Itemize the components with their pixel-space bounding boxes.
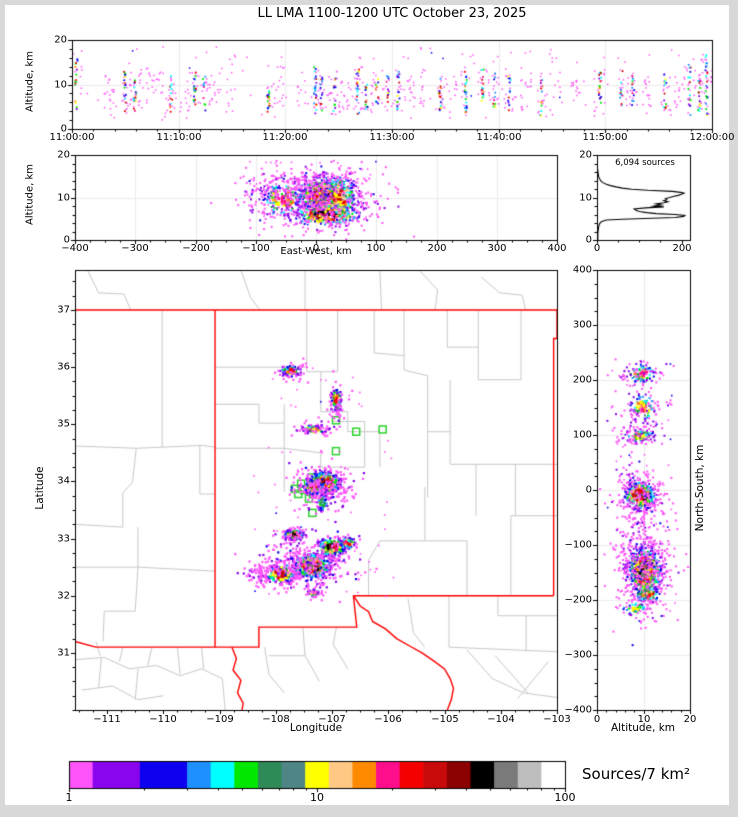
tick-label: 20 (683, 714, 697, 725)
tick-label: 200 (572, 374, 592, 386)
tick-label: −110 (149, 714, 177, 725)
tick-label: 20 (579, 149, 592, 161)
tick-label: 10 (637, 714, 651, 725)
ew-panel-xlabel: East-West, km (280, 246, 352, 257)
tick-label: 20 (57, 149, 70, 161)
tick-label: −107 (318, 714, 346, 725)
tick-label: 1 (65, 791, 73, 804)
tick-label: −111 (93, 714, 121, 725)
tick-label: −300 (121, 243, 149, 254)
tick-label: −100 (242, 243, 270, 254)
tick-label: −200 (182, 243, 210, 254)
tick-label: 20 (54, 34, 67, 46)
sources-count-annotation: 6,094 sources (615, 158, 675, 168)
window-frame-left (0, 0, 5, 817)
tick-label: −100 (564, 539, 592, 551)
tick-label: 0 (312, 243, 320, 254)
tick-label: 100 (572, 429, 592, 441)
tick-label: 200 (427, 243, 447, 254)
tick-label: 10 (57, 192, 70, 204)
tick-label: 0 (60, 123, 67, 135)
tick-label: 0 (585, 484, 592, 496)
window-frame-bottom (0, 805, 738, 817)
tick-label: 37 (57, 304, 70, 316)
tick-label: −300 (564, 649, 592, 661)
tick-label: 10 (54, 79, 67, 91)
tick-label: 11:00:00 (49, 132, 95, 143)
tick-label: 0 (593, 714, 601, 725)
tick-label: 34 (57, 475, 70, 487)
window-frame-top (0, 0, 738, 5)
tick-label: 11:20:00 (262, 132, 308, 143)
tick-label: 32 (57, 590, 70, 602)
tick-label: 0 (593, 243, 601, 254)
tick-label: −104 (487, 714, 515, 725)
tick-label: 400 (547, 243, 567, 254)
tick-label: 35 (57, 418, 70, 430)
tick-label: 11:10:00 (156, 132, 202, 143)
ns-panel-xlabel: Altitude, km (610, 722, 675, 734)
tick-label: 36 (57, 361, 70, 373)
tick-label: 0 (63, 234, 70, 246)
tick-label: −400 (61, 243, 89, 254)
tick-label: 0 (585, 234, 592, 246)
tick-label: −108 (262, 714, 290, 725)
tick-label: −103 (543, 714, 571, 725)
tick-label: 300 (572, 319, 592, 331)
tick-label: −106 (374, 714, 402, 725)
window-frame-right (729, 0, 738, 817)
figure-title: LL LMA 1100-1200 UTC October 23, 2025 (257, 6, 527, 21)
tick-label: −109 (206, 714, 234, 725)
tick-label: 33 (57, 533, 70, 545)
tick-label: −400 (564, 704, 592, 716)
ns-panel-ylabel: North-South, km (694, 444, 706, 532)
map-panel-xlabel: Longitude (289, 722, 343, 734)
tick-label: 31 (57, 647, 70, 659)
colorbar-label: Sources/7 km² (582, 765, 691, 783)
tick-label: 10 (579, 192, 592, 204)
tick-label: −105 (431, 714, 459, 725)
tick-label: 100 (554, 791, 576, 804)
tick-label: 11:30:00 (369, 132, 415, 143)
tick-label: 100 (366, 243, 386, 254)
tick-label: 11:40:00 (476, 132, 522, 143)
tick-label: 300 (487, 243, 507, 254)
tick-label: 200 (672, 243, 692, 254)
tick-label: 10 (310, 791, 324, 804)
tick-label: 400 (572, 264, 592, 276)
tick-label: 11:50:00 (582, 132, 628, 143)
tick-label: −200 (564, 594, 592, 606)
tick-label: 12:00:00 (689, 132, 735, 143)
